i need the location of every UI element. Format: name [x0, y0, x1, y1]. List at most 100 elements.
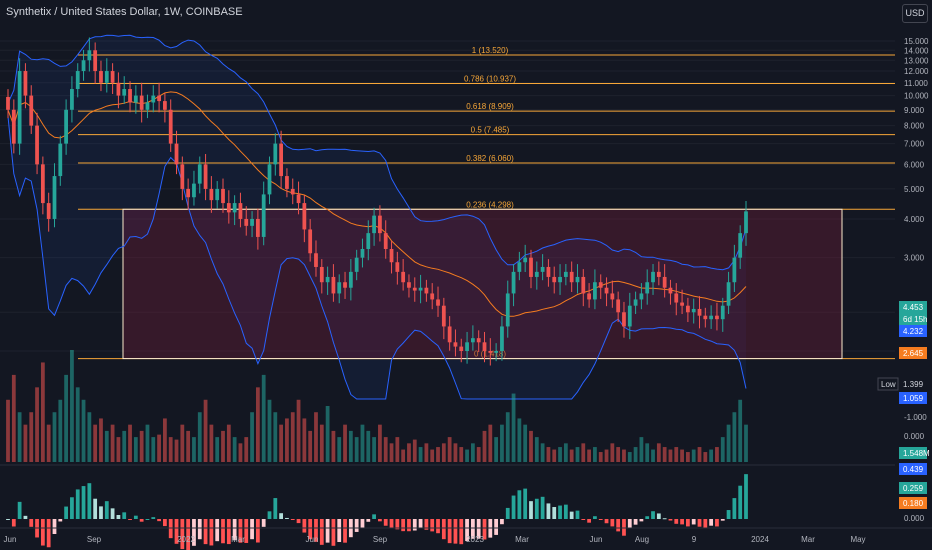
candle-body [168, 109, 173, 144]
oscillator-bar [226, 519, 231, 545]
oscillator-bar [447, 519, 452, 544]
fib-label: 0.5 (7.485) [471, 126, 510, 135]
candle-body [517, 262, 522, 272]
volume-bar [81, 399, 86, 462]
fib-label: 1 (13.520) [472, 46, 509, 55]
candle-body [738, 233, 743, 258]
oscillator-bar [674, 519, 679, 524]
volume-bar [581, 443, 586, 462]
candle-body [598, 282, 603, 288]
volume-bar [302, 418, 307, 462]
candle-body [314, 253, 318, 267]
volume-bar [255, 387, 260, 462]
oscillator-bar [732, 498, 737, 519]
volume-bar [139, 430, 144, 462]
candle-body [279, 143, 284, 177]
oscillator-bar [517, 490, 522, 519]
oscillator-bar [552, 507, 557, 519]
oscillator-bar [378, 519, 382, 522]
candle-body [744, 211, 748, 234]
candle-body [523, 257, 528, 263]
oscillator-bar [186, 519, 191, 550]
volume-bar [430, 449, 435, 462]
volume-bar [308, 430, 313, 462]
volume-bar [87, 412, 92, 462]
oscillator-bar [337, 519, 342, 543]
candle-body [720, 305, 725, 320]
currency-button[interactable]: USD [902, 4, 928, 23]
oscillator-bar [157, 519, 161, 522]
volume-bar [70, 350, 74, 462]
volume-bar [412, 439, 417, 462]
candle-body [238, 203, 243, 219]
volume-bar [517, 418, 522, 462]
candle-body [325, 276, 330, 283]
oscillator-bar [709, 519, 714, 526]
oscillator-bar [203, 519, 208, 545]
time-tick-label: Mar [801, 535, 815, 544]
oscillator-bar [680, 519, 684, 525]
candle-body [511, 271, 516, 294]
volume-bar [633, 447, 638, 462]
fib-label: 0.382 (6.060) [466, 154, 514, 163]
candle-body [395, 262, 400, 272]
oscillator-bar [604, 519, 609, 524]
oscillator-bar [505, 507, 510, 519]
candle-body [93, 50, 98, 72]
candle-body [308, 229, 313, 254]
candle-body [209, 188, 214, 201]
volume-bar [552, 449, 557, 462]
oscillator-bar [662, 518, 667, 520]
volume-bar [575, 447, 580, 462]
volume-bar [546, 447, 551, 462]
volume-bar [651, 449, 655, 462]
candle-body [360, 248, 365, 258]
oscillator-bar [238, 519, 243, 543]
volume-bar [494, 437, 499, 462]
volume-tick-label: 0.000 [904, 432, 925, 441]
volume-bar [168, 437, 173, 462]
oscillator-bar [296, 519, 301, 524]
candle-body [726, 282, 731, 306]
volume-bar [64, 374, 68, 462]
volume-bar [296, 399, 301, 462]
volume-bar [529, 430, 533, 462]
oscillator-bar [633, 519, 638, 525]
oscillator-bar [354, 519, 359, 532]
volume-bar [285, 418, 289, 462]
time-axis: Jun Sep 2022 Mar Jun Sep 2023 Mar Jun Aug 9 2024 Mar… [0, 527, 932, 544]
candle-body [133, 95, 138, 103]
volume-bar [610, 443, 615, 462]
candle-body [680, 302, 684, 306]
candle-body [529, 257, 533, 277]
volume-bar [598, 452, 603, 462]
volume-bar [738, 399, 743, 462]
candle-body [691, 308, 696, 313]
candle-body [261, 194, 266, 237]
volume-bar [500, 424, 504, 462]
candle-body [465, 342, 469, 351]
candle-body [273, 143, 278, 165]
volume-bar [116, 437, 121, 462]
oscillator-bar [639, 519, 644, 522]
volume-bar [697, 447, 702, 462]
candle-body [29, 95, 34, 126]
volume-bar [482, 430, 487, 462]
candles [6, 37, 748, 366]
volume-bar [726, 424, 731, 462]
oscillator-bar [360, 519, 365, 529]
oscillator-bar [87, 483, 92, 519]
oscillator-bar [407, 519, 411, 532]
volume-bar [744, 424, 748, 462]
volume-bar [186, 430, 191, 462]
volume-bar [52, 412, 57, 462]
volume-bar [209, 424, 214, 462]
candle-body [226, 203, 231, 213]
volume-bar [622, 449, 626, 462]
countdown-tag: 6d 15h [903, 315, 927, 324]
oscillator-bar [401, 519, 406, 532]
oscillator-bar [622, 519, 626, 536]
volume-bar [732, 412, 737, 462]
volume-bar [23, 424, 28, 462]
